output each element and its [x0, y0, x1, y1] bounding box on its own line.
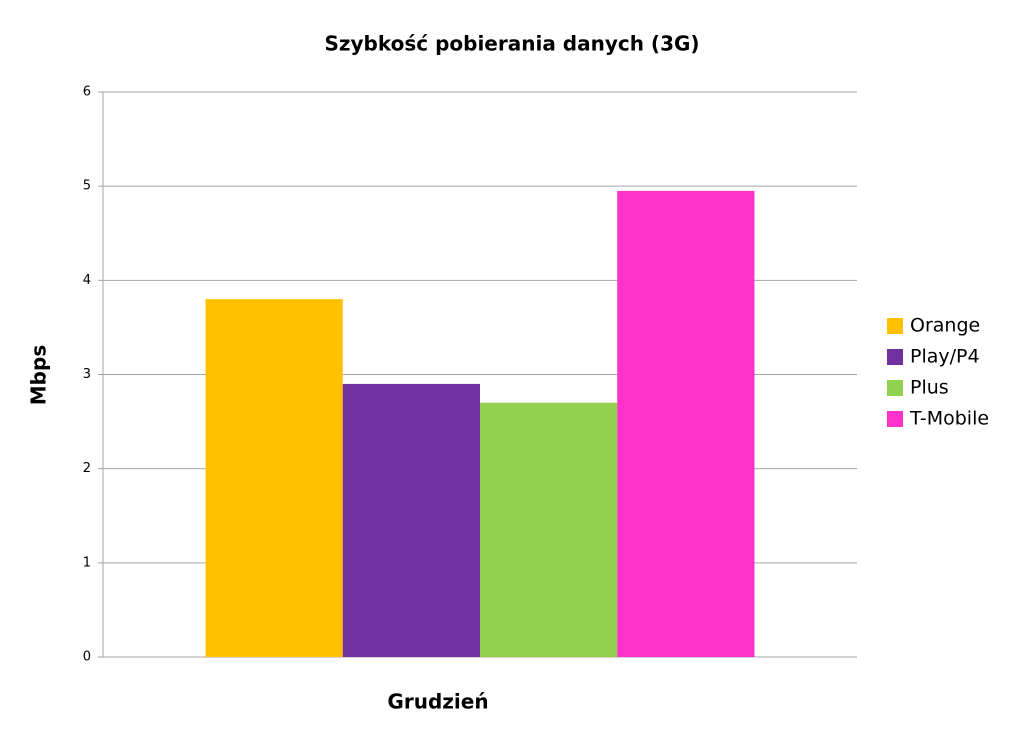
bar	[342, 383, 480, 657]
y-tick-label: 6	[83, 85, 91, 100]
y-tick-label: 1	[83, 555, 91, 570]
legend-label: Play/P4	[910, 346, 980, 368]
legend-label: Orange	[910, 315, 980, 337]
y-axis-title: Mbps	[27, 345, 51, 405]
chart-title: Szybkość pobierania danych (3G)	[324, 32, 699, 56]
y-tick-label: 3	[83, 367, 91, 382]
bar	[480, 402, 618, 657]
legend-label: Plus	[910, 377, 949, 399]
y-tick-label: 2	[83, 461, 91, 476]
legend-swatch	[887, 380, 903, 396]
y-tick-label: 4	[83, 273, 91, 288]
legend-label: T-Mobile	[909, 408, 989, 430]
bar	[205, 299, 343, 657]
x-tick-label: Grudzień	[387, 690, 488, 714]
legend-swatch	[887, 349, 903, 365]
bar	[617, 190, 755, 657]
legend-swatch	[887, 318, 903, 334]
y-tick-label: 5	[83, 179, 91, 194]
y-tick-label: 0	[83, 650, 91, 665]
legend-swatch	[887, 411, 903, 427]
